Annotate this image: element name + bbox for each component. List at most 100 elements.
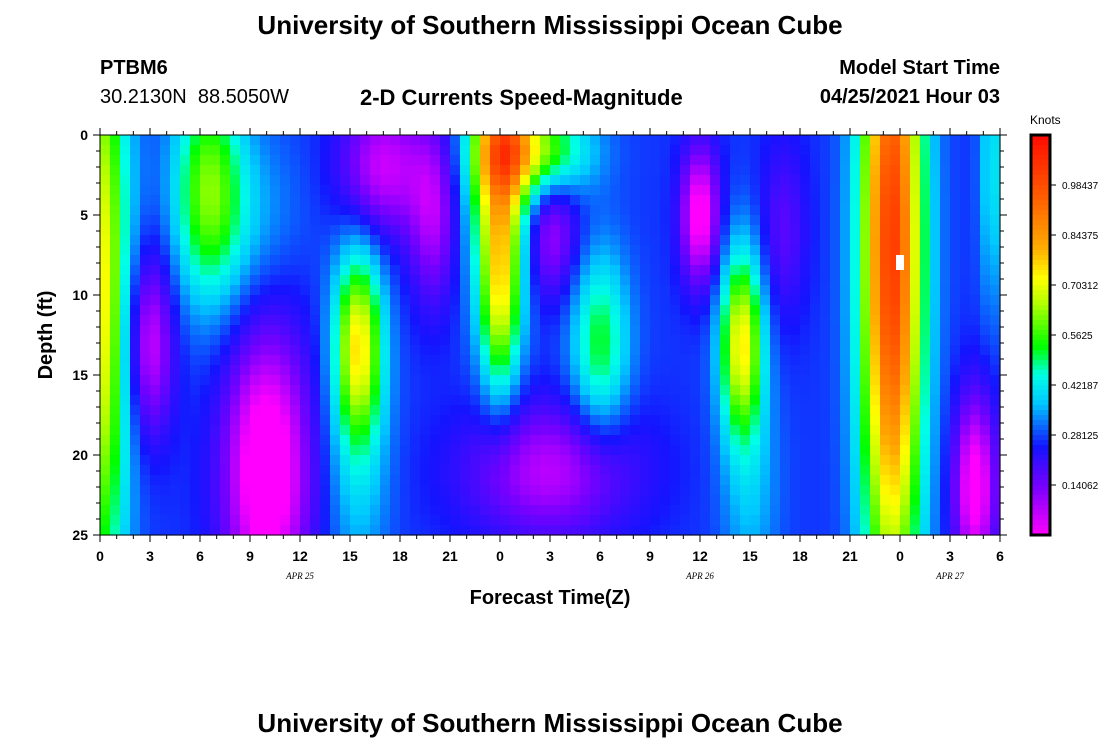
heatmap-cell — [180, 425, 191, 436]
heatmap-cell — [210, 355, 221, 366]
heatmap-cell — [970, 505, 981, 516]
heatmap-cell — [120, 355, 131, 366]
heatmap-cell — [950, 495, 961, 506]
heatmap-cell — [680, 205, 691, 216]
heatmap-cell — [840, 315, 851, 326]
heatmap-cell — [860, 185, 871, 196]
heatmap-cell — [820, 135, 831, 146]
heatmap-cell — [720, 235, 731, 246]
heatmap-cell — [290, 175, 301, 186]
heatmap-cell — [200, 395, 211, 406]
heatmap-cell — [230, 265, 241, 276]
heatmap-cell — [580, 265, 591, 276]
heatmap-cell — [920, 415, 931, 426]
heatmap-cell — [250, 415, 261, 426]
heatmap-cell — [680, 275, 691, 286]
heatmap-cell — [310, 355, 321, 366]
heatmap-cell — [180, 465, 191, 476]
heatmap-cell — [170, 485, 181, 496]
heatmap-cell — [300, 325, 311, 336]
heatmap-cell — [340, 415, 351, 426]
heatmap-cell — [160, 415, 171, 426]
heatmap-cell — [830, 385, 841, 396]
heatmap-cell — [660, 295, 671, 306]
heatmap-cell — [750, 185, 761, 196]
heatmap-cell — [700, 425, 711, 436]
heatmap-cell — [310, 325, 321, 336]
heatmap-cell — [890, 445, 901, 456]
heatmap-cell — [500, 325, 511, 336]
heatmap-cell — [800, 525, 811, 536]
heatmap-cell — [210, 275, 221, 286]
heatmap-cell — [880, 285, 891, 296]
heatmap-cell — [850, 375, 861, 386]
heatmap-cell — [830, 245, 841, 256]
heatmap-cell — [970, 365, 981, 376]
heatmap-cell — [650, 245, 661, 256]
heatmap-cell — [440, 235, 451, 246]
heatmap-cell — [230, 465, 241, 476]
heatmap-cell — [360, 215, 371, 226]
heatmap-cell — [260, 345, 271, 356]
heatmap-cell — [410, 225, 421, 236]
heatmap-cell — [870, 435, 881, 446]
heatmap-cell — [320, 295, 331, 306]
heatmap-cell — [420, 465, 431, 476]
heatmap-cell — [450, 305, 461, 316]
heatmap-cell — [740, 465, 751, 476]
heatmap-cell — [400, 315, 411, 326]
heatmap-cell — [470, 365, 481, 376]
heatmap-cell — [880, 375, 891, 386]
heatmap-cell — [330, 355, 341, 366]
heatmap-cell — [690, 235, 701, 246]
heatmap-cell — [830, 235, 841, 246]
heatmap-cell — [730, 315, 741, 326]
heatmap-cell — [280, 225, 291, 236]
heatmap-cell — [520, 265, 531, 276]
heatmap-cell — [650, 455, 661, 466]
heatmap-cell — [610, 445, 621, 456]
heatmap-cell — [320, 275, 331, 286]
heatmap-cell — [840, 365, 851, 376]
heatmap-cell — [590, 435, 601, 446]
heatmap-cell — [480, 265, 491, 276]
heatmap-cell — [980, 475, 991, 486]
heatmap-cell — [150, 375, 161, 386]
heatmap-cell — [560, 315, 571, 326]
heatmap-cell — [410, 355, 421, 366]
x-tick-label: 9 — [246, 548, 254, 564]
heatmap-cell — [100, 185, 111, 196]
heatmap-cell — [230, 325, 241, 336]
heatmap-cell — [340, 495, 351, 506]
heatmap-cell — [950, 155, 961, 166]
heatmap-cell — [650, 285, 661, 296]
heatmap-cell — [380, 155, 391, 166]
heatmap-cell — [830, 505, 841, 516]
heatmap-cell — [240, 165, 251, 176]
heatmap-cell — [840, 185, 851, 196]
heatmap-cell — [490, 175, 501, 186]
heatmap-cell — [330, 345, 341, 356]
heatmap-cell — [220, 495, 231, 506]
heatmap-cell — [280, 155, 291, 166]
heatmap-cell — [930, 285, 941, 296]
heatmap-cell — [810, 185, 821, 196]
heatmap-cell — [960, 515, 971, 526]
heatmap-cell — [960, 295, 971, 306]
heatmap-cell — [850, 335, 861, 346]
heatmap-cell — [140, 145, 151, 156]
heatmap-cell — [860, 515, 871, 526]
heatmap-cell — [860, 385, 871, 396]
heatmap-cell — [160, 225, 171, 236]
heatmap-cell — [190, 525, 201, 536]
heatmap-cell — [860, 315, 871, 326]
heatmap-cell — [690, 415, 701, 426]
heatmap-cell — [730, 165, 741, 176]
heatmap-cell — [270, 425, 281, 436]
colorbar-tick-label: 0.14062 — [1062, 481, 1099, 492]
heatmap-cell — [930, 475, 941, 486]
heatmap-cell — [460, 235, 471, 246]
heatmap-cell — [860, 405, 871, 416]
heatmap-cell — [780, 235, 791, 246]
heatmap-cell — [480, 455, 491, 466]
